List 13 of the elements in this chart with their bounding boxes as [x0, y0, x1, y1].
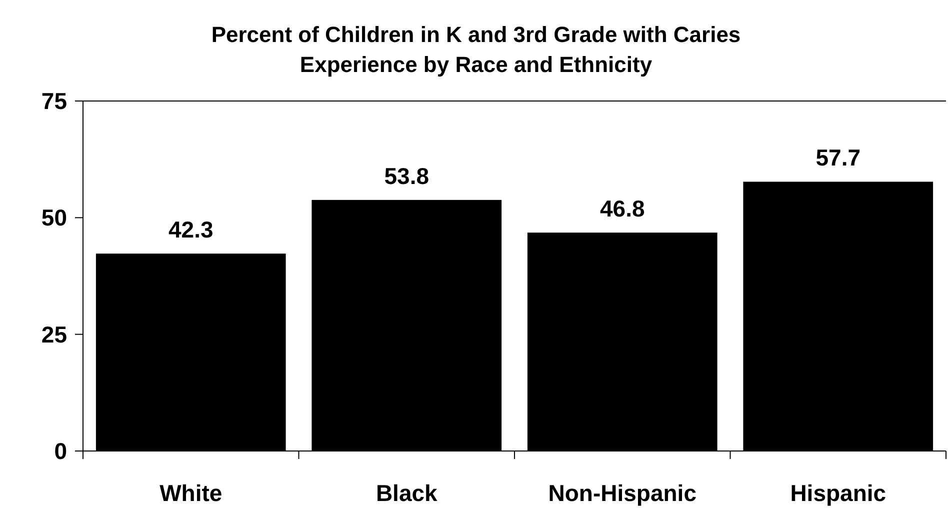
- chart-title: Percent of Children in K and 3rd Grade with Caries Experience by Race and Ethnicity: [211, 22, 741, 77]
- data-label: 57.7: [816, 144, 861, 171]
- y-tick-label: 50: [41, 204, 67, 231]
- x-tick-label: Non-Hispanic: [548, 480, 697, 506]
- y-tick-label: 0: [54, 438, 67, 464]
- data-label: 53.8: [384, 162, 430, 189]
- y-tick-label: 25: [41, 321, 68, 348]
- x-tick-label: White: [160, 480, 222, 506]
- x-tick-label: Black: [376, 480, 438, 506]
- data-label: 46.8: [600, 196, 645, 222]
- x-tick-label: Hispanic: [790, 480, 886, 506]
- data-label: 42.3: [168, 216, 214, 243]
- y-tick-label: 75: [41, 88, 68, 114]
